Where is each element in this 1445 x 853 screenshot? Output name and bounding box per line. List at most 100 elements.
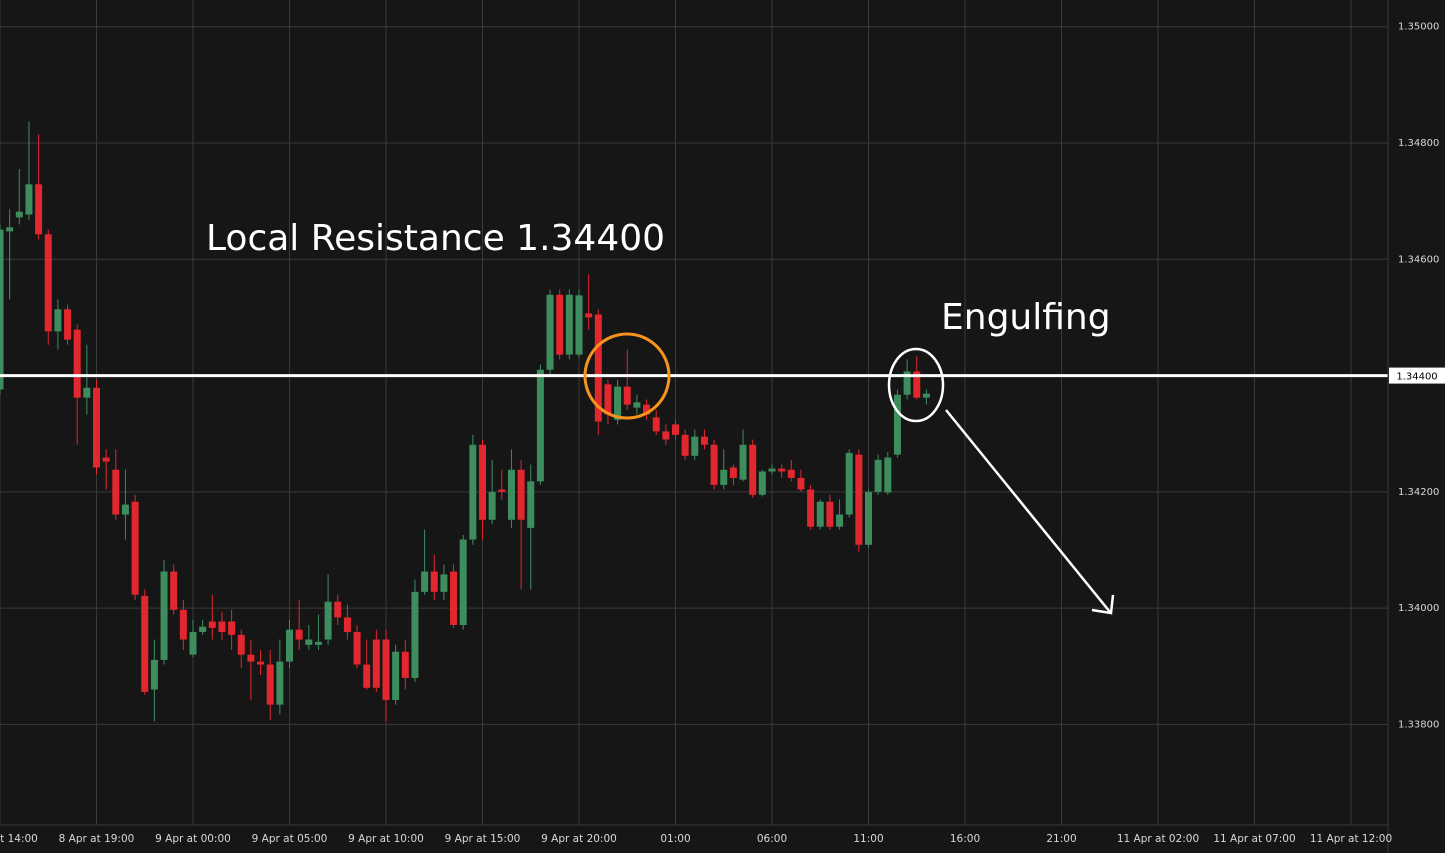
candle-body	[585, 313, 593, 318]
candle-body	[150, 659, 158, 690]
x-tick-label: 06:00	[757, 833, 787, 845]
candle-body	[469, 444, 477, 540]
candle-body	[604, 384, 612, 415]
candle-body	[54, 309, 62, 332]
candle-body	[865, 491, 872, 545]
candle-body	[479, 444, 486, 520]
candle-body	[546, 294, 554, 370]
x-tick-label: 8 Apr at 19:00	[59, 833, 135, 845]
candle-body	[440, 574, 448, 592]
candle-body	[430, 571, 438, 592]
candle-body	[334, 601, 342, 618]
candle-body	[170, 571, 178, 610]
y-tick-label: 1.35000	[1398, 22, 1439, 33]
candle-body	[35, 184, 43, 235]
candle-body	[0, 229, 4, 390]
candle-body	[816, 501, 824, 527]
candle-body	[83, 387, 91, 398]
candle-body	[778, 468, 786, 472]
y-tick-label: 1.34600	[1398, 254, 1439, 265]
candle-body	[305, 639, 313, 645]
candle-body	[459, 539, 467, 625]
candle-body	[700, 436, 708, 445]
candle-body	[768, 468, 776, 472]
candle-body	[247, 654, 255, 662]
candle-body	[64, 309, 72, 340]
candle-body	[691, 436, 699, 456]
candle-body	[710, 444, 718, 485]
overlay: Local Resistance 1.34400 Engulfing	[206, 218, 1115, 615]
candle-body	[295, 629, 303, 640]
candle-body	[112, 469, 120, 515]
candle-body	[6, 227, 14, 232]
candle-body	[324, 601, 332, 640]
candle-body	[421, 571, 429, 592]
candle-body	[614, 386, 622, 420]
x-tick-label: 9 Apr at 00:00	[155, 833, 231, 845]
x-tick-label: 01:00	[660, 833, 690, 845]
x-tick-label: 16:00	[950, 833, 980, 845]
grid	[0, 0, 1388, 825]
annotation: Engulfing	[941, 297, 1111, 338]
candle-body	[720, 469, 728, 485]
candle-body	[382, 639, 390, 700]
candle-body	[836, 514, 844, 527]
x-tick-label: 11 Apr at 02:00	[1117, 833, 1199, 845]
candle-body	[401, 651, 409, 678]
y-tick-label: 1.34200	[1398, 487, 1439, 498]
candle-body	[575, 295, 583, 355]
x-tick-label: 9 Apr at 20:00	[541, 833, 617, 845]
candle-body	[141, 595, 149, 692]
x-tick-label: 9 Apr at 15:00	[445, 833, 521, 845]
candle-body	[527, 481, 535, 528]
arrow	[945, 409, 1111, 613]
axes: 1.33800 1.34000 1.34200 1.34600 1.34800 1.350…	[0, 22, 1445, 845]
candle-body	[343, 617, 351, 632]
x-tick-label: 11 Apr at 07:00	[1213, 833, 1295, 845]
candle-body	[93, 387, 100, 468]
y-tick-label: 1.33800	[1398, 719, 1439, 730]
candle-body	[121, 504, 129, 515]
candle-body	[807, 489, 815, 527]
candle-body	[855, 454, 863, 545]
candle-body	[25, 184, 33, 215]
candle-body	[893, 394, 901, 455]
annotation: Local Resistance 1.34400	[206, 218, 665, 259]
x-tick-label: 11 Apr at 12:00	[1310, 833, 1392, 845]
candles	[0, 121, 1388, 722]
x-tick-label: 21:00	[1046, 833, 1076, 845]
candle-body	[392, 651, 400, 700]
candle-body	[353, 631, 361, 665]
candle-body	[228, 621, 236, 635]
candle-body	[208, 621, 216, 628]
candle-body	[237, 634, 245, 655]
candle-body	[189, 631, 197, 655]
y-tick-label: 1.34800	[1398, 138, 1439, 149]
arrow-head	[1091, 594, 1115, 615]
candle-body	[623, 386, 631, 405]
candle-body	[594, 314, 602, 422]
candle-body	[517, 469, 525, 520]
candle-body	[826, 501, 834, 527]
x-tick-label: 11:00	[853, 833, 883, 845]
candle-body	[257, 661, 265, 665]
candle-body	[903, 371, 911, 395]
candle-body	[199, 626, 207, 632]
highlight-circle	[887, 347, 945, 423]
candle-body	[179, 609, 187, 640]
candle-body	[729, 467, 737, 478]
candle-body	[652, 417, 660, 432]
resistance-label-box	[1389, 367, 1445, 384]
candle-body	[845, 452, 853, 515]
candle-body	[758, 471, 766, 495]
candle-body	[411, 591, 419, 678]
candle-body	[131, 501, 139, 595]
candle-body	[633, 402, 641, 408]
candle-body	[160, 571, 168, 660]
candle-body	[498, 489, 506, 492]
candle-body	[922, 393, 930, 398]
candle-body	[787, 469, 795, 478]
x-tick-label: 9 Apr at 05:00	[252, 833, 328, 845]
